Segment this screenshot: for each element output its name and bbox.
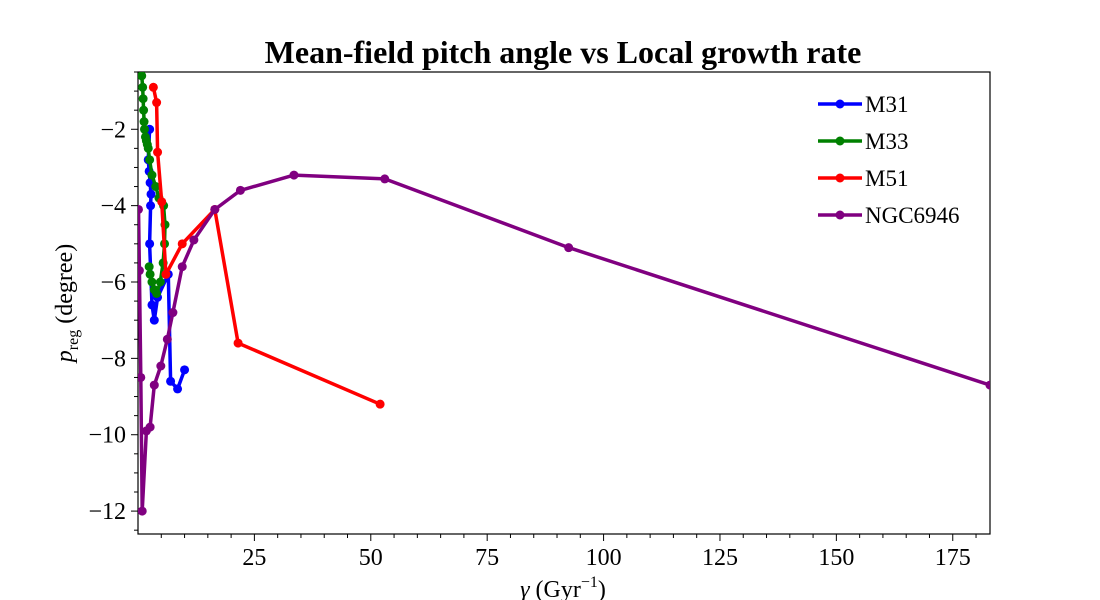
series-line-m51: [151, 86, 381, 406]
data-point-ngc6946: [177, 262, 187, 272]
data-point-m33: [145, 269, 155, 279]
data-point-m51: [153, 147, 163, 157]
x-tick-label: 175: [935, 545, 971, 571]
y-axis-label: preg (degree): [52, 244, 82, 364]
x-tick-label: 125: [702, 545, 738, 571]
data-point-m33: [139, 117, 149, 127]
data-point-ngc6946: [162, 334, 172, 344]
data-point-m33: [138, 82, 148, 92]
data-point-m31: [180, 365, 190, 375]
legend-marker-m33: [835, 136, 845, 146]
data-point-m51: [375, 399, 385, 409]
data-point-m31: [166, 376, 176, 386]
data-point-ngc6946: [138, 204, 143, 214]
data-point-ngc6946: [145, 422, 155, 432]
data-point-ngc6946: [168, 308, 178, 318]
data-point-m51: [148, 82, 158, 92]
data-point-m33: [138, 72, 147, 81]
legend: M31 M33 M51 NGC6946: [818, 92, 960, 228]
y-tick-label: −2: [100, 117, 126, 143]
data-point-m51: [177, 239, 187, 249]
data-point-ngc6946: [235, 185, 245, 195]
data-point-m31: [147, 300, 157, 310]
y-tick-label: −12: [88, 499, 126, 525]
x-axis-unit-exponent: −1: [581, 574, 598, 591]
legend-label-ngc6946: NGC6946: [865, 203, 960, 228]
y-axis-symbol: p: [52, 350, 78, 364]
x-axis-unit-prefix: (Gyr: [530, 577, 581, 600]
data-point-m51: [152, 98, 162, 108]
data-point-ngc6946: [149, 380, 159, 390]
x-axis-symbol: γ: [520, 577, 530, 600]
x-tick-label: 75: [475, 545, 499, 571]
x-tick-label: 50: [359, 545, 383, 571]
x-axis-unit-suffix: ): [598, 577, 606, 600]
chart-title: Mean-field pitch angle vs Local growth r…: [265, 34, 862, 70]
data-point-m33: [145, 155, 155, 165]
data-point-ngc6946: [380, 174, 390, 184]
y-axis-unit: (degree): [52, 244, 78, 330]
series-line-ngc6946: [138, 173, 990, 513]
data-point-m51: [161, 269, 171, 279]
data-point-ngc6946: [564, 243, 574, 253]
data-point-ngc6946: [156, 361, 166, 371]
y-axis: −2 −4 −6 −8 −10 −12: [88, 71, 138, 531]
legend-marker-ngc6946: [835, 210, 845, 220]
data-point-m31: [149, 315, 159, 325]
data-point-ngc6946: [189, 235, 199, 245]
data-point-m31: [146, 201, 156, 211]
legend-marker-m31: [835, 99, 845, 109]
data-point-m31: [145, 239, 155, 249]
data-point-ngc6946: [138, 506, 147, 516]
data-point-ngc6946: [138, 372, 146, 382]
y-tick-label: −8: [100, 346, 126, 372]
y-tick-label: −10: [88, 423, 126, 449]
legend-label-m51: M51: [865, 166, 908, 191]
data-point-m33: [147, 277, 157, 287]
data-point-m33: [155, 277, 165, 287]
legend-label-m31: M31: [865, 92, 908, 117]
data-point-m31: [173, 384, 183, 394]
data-point-ngc6946: [210, 204, 220, 214]
data-point-m33: [139, 105, 149, 115]
data-point-m33: [143, 143, 153, 153]
data-point-m33: [140, 124, 150, 134]
data-point-m33: [147, 170, 157, 180]
y-tick-label: −6: [100, 270, 126, 296]
x-tick-label: 25: [242, 545, 266, 571]
data-point-m31: [146, 189, 156, 199]
x-tick-label: 100: [586, 545, 622, 571]
data-point-m33: [151, 182, 161, 192]
data-point-m51: [233, 338, 243, 348]
y-axis-subscript: reg: [65, 330, 82, 350]
data-point-ngc6946: [138, 266, 144, 276]
plot-area-frame: [137, 71, 991, 535]
legend-marker-m51: [835, 173, 845, 183]
x-axis: 25 50 75 100 125 150 175: [160, 534, 977, 571]
data-point-m33: [144, 262, 154, 272]
data-point-m51: [157, 197, 167, 207]
series-layer: [138, 72, 990, 516]
data-point-m33: [149, 285, 159, 295]
legend-label-m33: M33: [865, 129, 908, 154]
y-tick-label: −4: [100, 194, 126, 220]
data-point-m33: [138, 94, 148, 104]
x-axis-label: γ (Gyr−1): [520, 574, 606, 600]
x-tick-label: 150: [818, 545, 854, 571]
data-point-ngc6946: [985, 380, 990, 390]
data-point-ngc6946: [289, 170, 299, 180]
